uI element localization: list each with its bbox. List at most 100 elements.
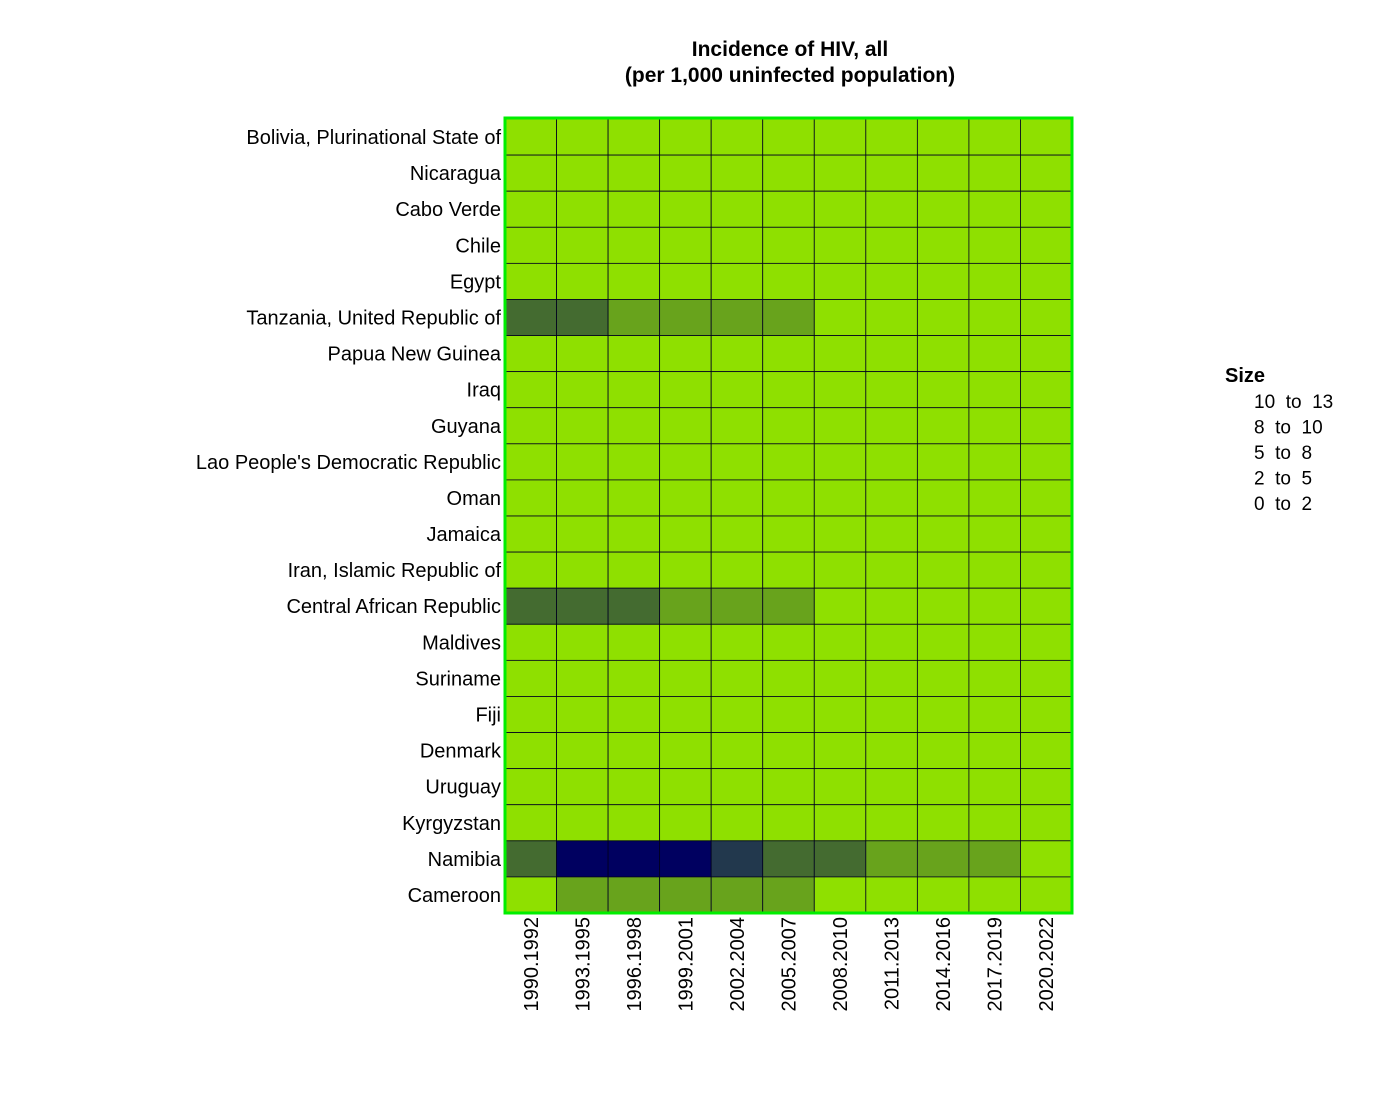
heatmap-cell [556, 262, 609, 300]
heatmap-cell [916, 840, 970, 878]
heatmap-cell [762, 335, 815, 373]
heatmap-cell [710, 551, 764, 589]
row-label: Denmark [420, 741, 502, 763]
heatmap-cell [607, 551, 661, 589]
heatmap-cell [556, 696, 609, 733]
legend-entry: 2 to 5 [1254, 469, 1312, 490]
heatmap-cell [865, 335, 918, 373]
column-labels: 1990.1992 1993.1995 1996.1998 1999.2001 2002… [521, 917, 1058, 1012]
heatmap-cell [968, 732, 1021, 770]
heatmap-cell [1020, 226, 1073, 264]
heatmap-cell [1020, 732, 1073, 770]
heatmap-cell [607, 443, 661, 481]
heatmap-cell [504, 876, 557, 914]
heatmap-cell [762, 479, 815, 517]
heatmap-cell [504, 407, 557, 445]
heatmap-cell [865, 118, 918, 156]
heatmap-cell [968, 696, 1021, 733]
heatmap-cell [968, 262, 1021, 300]
heatmap-cell [865, 226, 918, 264]
heatmap-cell [813, 732, 867, 770]
heatmap-cell [659, 118, 712, 156]
heatmap-cell [504, 335, 557, 373]
heatmap-cell [813, 840, 867, 878]
heatmap-cell [968, 335, 1021, 373]
heatmap-cell [813, 876, 867, 914]
heatmap-cell [504, 659, 557, 697]
heatmap-cell [710, 154, 764, 192]
heatmap-cell [607, 407, 661, 445]
heatmap-cell [607, 335, 661, 373]
legend-entry: 10 to 13 [1254, 392, 1333, 413]
heatmap-cell [607, 840, 661, 878]
heatmap-cell [762, 154, 815, 192]
heatmap-cell [1020, 768, 1073, 806]
heatmap-cell [556, 154, 609, 192]
heatmap-cell [556, 840, 609, 878]
heatmap-cell [1020, 587, 1073, 625]
heatmap-cell [504, 226, 557, 264]
heatmap-cell [659, 299, 712, 336]
heatmap-cell [1020, 407, 1073, 445]
heatmap-cell [916, 407, 970, 445]
heatmap-cell [865, 876, 918, 914]
heatmap-cell [710, 587, 764, 625]
heatmap-cell [762, 768, 815, 806]
heatmap-cell [916, 551, 970, 589]
heatmap-cell [556, 335, 609, 373]
plot-frame [503, 116, 1074, 915]
heatmap-cell [659, 804, 712, 842]
heatmap-cell [813, 479, 867, 517]
column-label: 2008.2010 [830, 917, 852, 1012]
heatmap-cell [865, 443, 918, 481]
heatmap-cell [762, 696, 815, 733]
heatmap-cell [607, 768, 661, 806]
heatmap-cell [762, 443, 815, 481]
heatmap-cell [710, 659, 764, 697]
heatmap-cell [813, 371, 867, 409]
heatmap-cell [865, 768, 918, 806]
heatmap-cell [813, 768, 867, 806]
heatmap-cell [865, 262, 918, 300]
heatmap-cell [968, 118, 1021, 156]
heatmap-cell [916, 335, 970, 373]
heatmap-cell [916, 154, 970, 192]
legend-entry: 5 to 8 [1254, 443, 1312, 464]
heatmap-cell [659, 190, 712, 228]
heatmap-cell [916, 299, 970, 336]
heatmap-cell [762, 840, 815, 878]
row-label: Uruguay [425, 777, 501, 799]
legend-entry: 8 to 10 [1254, 418, 1323, 439]
heatmap-cell [865, 407, 918, 445]
heatmap-cell [556, 623, 609, 661]
heatmap-cell [762, 804, 815, 842]
heatmap-cell [556, 876, 609, 914]
heatmap-cell [1020, 804, 1073, 842]
heatmap-cell [1020, 262, 1073, 300]
column-label: 2011.2013 [882, 917, 904, 1010]
heatmap-cell [762, 732, 815, 770]
heatmap-cell [607, 262, 661, 300]
heatmap-cell [659, 840, 712, 878]
heatmap-cell [607, 226, 661, 264]
heatmap-cell [504, 299, 557, 336]
heatmap-cell [1020, 551, 1073, 589]
heatmap-cell [1020, 515, 1073, 553]
heatmap-cell [710, 732, 764, 770]
heatmap-cell [556, 443, 609, 481]
heatmap-cell [968, 190, 1021, 228]
heatmap-cell [504, 551, 557, 589]
heatmap-cell [556, 515, 609, 553]
column-label: 2017.2019 [985, 917, 1007, 1012]
heatmap-cell [916, 659, 970, 697]
heatmap-cell [865, 154, 918, 192]
heatmap-cell [1020, 876, 1073, 914]
row-label: Cabo Verde [395, 199, 501, 221]
heatmap-cell [504, 623, 557, 661]
heatmap-cell [659, 768, 712, 806]
heatmap-cell [659, 371, 712, 409]
heatmap-cell [865, 587, 918, 625]
heatmap-cell [1020, 335, 1073, 373]
heatmap-cell [968, 226, 1021, 264]
